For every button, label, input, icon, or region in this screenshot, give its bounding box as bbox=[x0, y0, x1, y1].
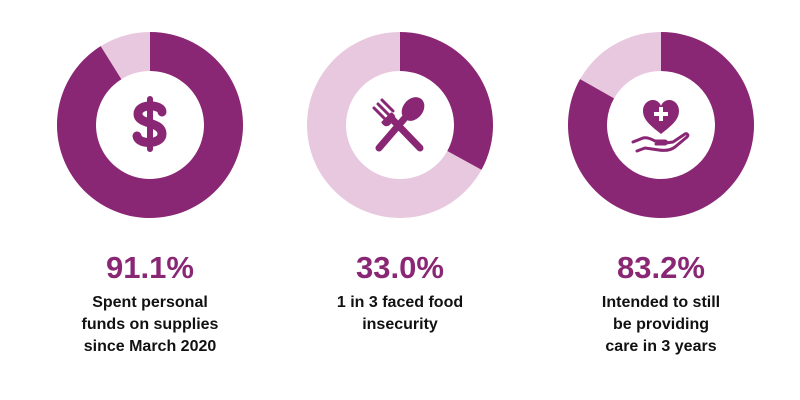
donut-chart bbox=[566, 30, 756, 220]
donut-value-segment bbox=[56, 32, 244, 218]
donut-value-segment bbox=[400, 32, 493, 170]
stat-caption: Intended to still be providing care in 3… bbox=[531, 292, 791, 358]
caption-line: Spent personal bbox=[92, 294, 208, 311]
heart-hand-icon bbox=[629, 92, 693, 156]
stat-card-future-care: 83.2% Intended to still be providing car… bbox=[531, 0, 791, 400]
caption-line: Intended to still bbox=[601, 294, 721, 311]
fork-spoon-icon bbox=[368, 92, 432, 156]
stat-card-supplies: 91.1% Spent personal funds on supplies s… bbox=[20, 0, 280, 400]
stat-caption: 1 in 3 faced food insecurity bbox=[270, 292, 530, 336]
stat-value: 91.1% bbox=[106, 250, 194, 285]
caption-line: since March 2020 bbox=[83, 338, 217, 355]
stat-caption: Spent personal funds on supplies since M… bbox=[20, 292, 280, 358]
stat-value: 83.2% bbox=[617, 250, 705, 285]
stat-value: 33.0% bbox=[356, 250, 444, 285]
donut-value-segment bbox=[568, 32, 754, 219]
caption-line: insecurity bbox=[362, 316, 438, 333]
caption-line: 1 in 3 faced food bbox=[336, 294, 464, 311]
donut-chart bbox=[305, 30, 495, 220]
caption-line: care in 3 years bbox=[605, 338, 717, 355]
caption-line: be providing bbox=[613, 316, 709, 333]
caption-line: funds on supplies bbox=[81, 316, 219, 333]
donut-chart bbox=[55, 30, 245, 220]
stat-card-food-insecurity: 33.0% 1 in 3 faced food insecurity bbox=[270, 0, 530, 400]
dollar-icon bbox=[118, 92, 182, 156]
